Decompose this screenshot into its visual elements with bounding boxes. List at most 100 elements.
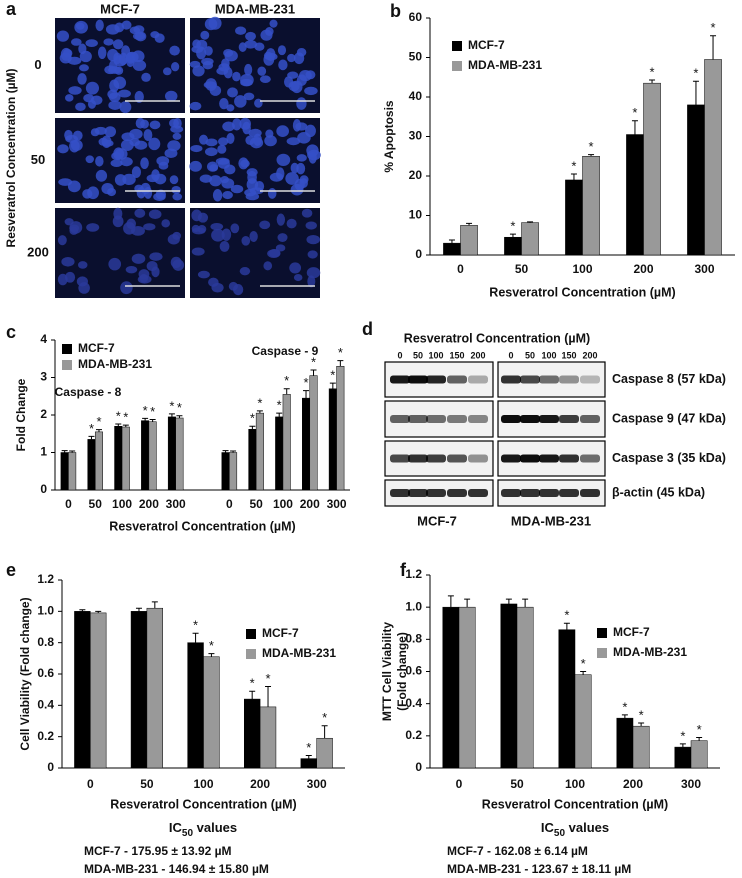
blot-label: β-actin (45 kDa) [612, 485, 705, 499]
significance: * [265, 671, 270, 686]
nucleus [308, 151, 317, 164]
band [580, 454, 600, 463]
nucleus [215, 157, 230, 165]
error-bar [95, 429, 102, 432]
y-tick-label: 2 [40, 407, 47, 421]
x-tick-label: 0 [65, 497, 72, 511]
nucleus [204, 17, 218, 31]
error-bar [276, 412, 283, 417]
nucleus [224, 50, 238, 62]
nucleus [146, 174, 159, 183]
error-bar [649, 79, 656, 84]
bar [643, 82, 661, 256]
nucleus [227, 87, 238, 98]
nucleus [149, 120, 161, 130]
bar [460, 225, 478, 256]
legend-swatch [246, 649, 256, 659]
nucleus [163, 67, 172, 76]
nucleus [101, 139, 114, 147]
x-axis-label: Resveratrol Concentration (µM) [110, 797, 296, 811]
significance: * [169, 398, 174, 413]
error-bar [580, 671, 587, 675]
nucleus [221, 228, 232, 241]
y-tick-label: 0.8 [405, 632, 422, 646]
nucleus [254, 180, 265, 192]
bar [565, 179, 583, 256]
nucleus [95, 155, 104, 167]
y-tick-label: 4 [40, 332, 47, 346]
error-bar [176, 415, 183, 418]
error-bar [631, 120, 638, 135]
nucleus [286, 137, 301, 146]
x-tick-label: 100 [193, 777, 213, 791]
nucleus [263, 261, 273, 271]
bar [282, 394, 291, 491]
nucleus [269, 19, 278, 28]
significance: * [311, 354, 316, 369]
y-axis-label: MTT Cell Viability [380, 622, 394, 721]
nucleus [219, 97, 229, 110]
x-tick-label: 50 [249, 497, 263, 511]
nucleus [85, 39, 98, 48]
ic-sub: 50 [554, 828, 566, 839]
error-bar [310, 369, 317, 376]
nucleus [221, 178, 235, 189]
nucleus [269, 172, 284, 182]
error-bar [283, 388, 290, 395]
nucleus [97, 46, 107, 60]
error-bar [79, 609, 86, 612]
nucleus [190, 144, 203, 153]
ic-rest: values [565, 820, 609, 835]
panel-label: a [6, 0, 17, 19]
nucleus [239, 117, 251, 130]
error-bar [329, 382, 336, 389]
nucleus [238, 157, 249, 170]
ic-value: MDA-MB-231 - 146.94 ± 15.80 µM [84, 862, 269, 876]
nucleus [77, 73, 87, 85]
bar [521, 222, 539, 256]
nucleus [75, 102, 86, 111]
y-tick-label: 0.8 [37, 635, 54, 649]
y-axis-label: Cell Viability (Fold change) [18, 597, 32, 750]
error-bar [61, 450, 68, 453]
dose-label: 50 [525, 350, 535, 360]
significance: * [680, 728, 685, 743]
error-bar [208, 653, 215, 657]
y-tick-label: 30 [409, 129, 423, 143]
nucleus [112, 39, 124, 50]
error-bar [447, 595, 454, 608]
nucleus [189, 101, 202, 111]
x-tick-label: 300 [327, 497, 347, 511]
error-bar [588, 154, 595, 157]
dose-label: 150 [449, 350, 464, 360]
nucleus [292, 119, 302, 132]
nucleus [65, 94, 74, 102]
legend-swatch [62, 360, 72, 370]
nucleus [132, 50, 145, 63]
significance: * [622, 699, 627, 714]
row-label: 50 [31, 152, 45, 167]
bar [309, 375, 318, 491]
y-tick-label: 10 [409, 208, 423, 222]
band [408, 489, 428, 497]
x-axis-label: Resveratrol Concentration (µM) [489, 285, 675, 299]
nucleus [104, 126, 117, 138]
nucleus [254, 98, 263, 108]
nucleus [277, 233, 288, 242]
nucleus [209, 164, 218, 172]
band [390, 454, 410, 463]
x-tick-label: 50 [140, 777, 154, 791]
nucleus [87, 186, 99, 200]
error-bar [527, 221, 534, 223]
band [520, 375, 540, 384]
nucleus [201, 57, 214, 66]
bar [458, 606, 476, 769]
bar [229, 452, 238, 491]
significance: * [116, 408, 121, 423]
nucleus [167, 234, 180, 245]
nucleus [245, 31, 256, 41]
y-tick-label: 1.0 [37, 604, 54, 618]
nucleus [57, 144, 69, 154]
x-tick-label: 300 [307, 777, 327, 791]
significance: * [571, 158, 576, 173]
